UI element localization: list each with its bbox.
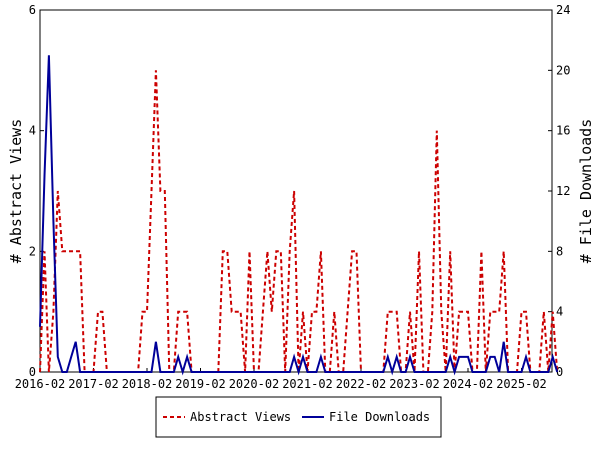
series-line-abstract-views [39,70,559,373]
y-right-tick-label: 20 [556,63,570,77]
x-tick-label: 2023-02 [389,377,440,391]
y-right-tick-label: 4 [556,305,563,319]
x-tick-label: 2021-02 [282,377,333,391]
x-tick-label: 2017-02 [68,377,119,391]
series-layer [39,55,559,376]
x-axis-ticks: 2016-02 2017-02 2018-02 2019-02 2020-02 2021-… [15,368,547,391]
legend-label-abstract-views: Abstract Views [190,410,291,424]
x-tick-label: 2018-02 [122,377,173,391]
x-tick-label: 2022-02 [336,377,387,391]
plot-frame [39,9,553,373]
x-tick-label: 2025-02 [496,377,547,391]
legend-box [155,396,442,438]
y-axis-left-title: # Abstract Views [7,119,25,264]
y-left-tick-label: 2 [29,244,36,258]
legend-label-file-downloads: File Downloads [329,410,430,424]
y-axis-right-ticks: 0 4 8 12 16 20 24 [548,3,570,379]
y-left-tick-label: 4 [29,124,36,138]
y-right-tick-label: 16 [556,124,570,138]
y-right-tick-label: 12 [556,184,570,198]
y-left-tick-label: 6 [29,3,36,17]
y-axis-right-title: # File Downloads [577,119,595,264]
y-left-tick-label: 0 [29,365,36,379]
legend: Abstract Views File Downloads [155,396,442,438]
x-tick-label: 2024-02 [443,377,494,391]
y-right-tick-label: 8 [556,244,563,258]
x-tick-label: 2019-02 [175,377,226,391]
series-line-file-downloads [39,55,559,376]
y-right-tick-label: 0 [556,365,563,379]
x-tick-label: 2016-02 [15,377,66,391]
x-tick-label: 2020-02 [229,377,280,391]
y-right-tick-label: 24 [556,3,570,17]
